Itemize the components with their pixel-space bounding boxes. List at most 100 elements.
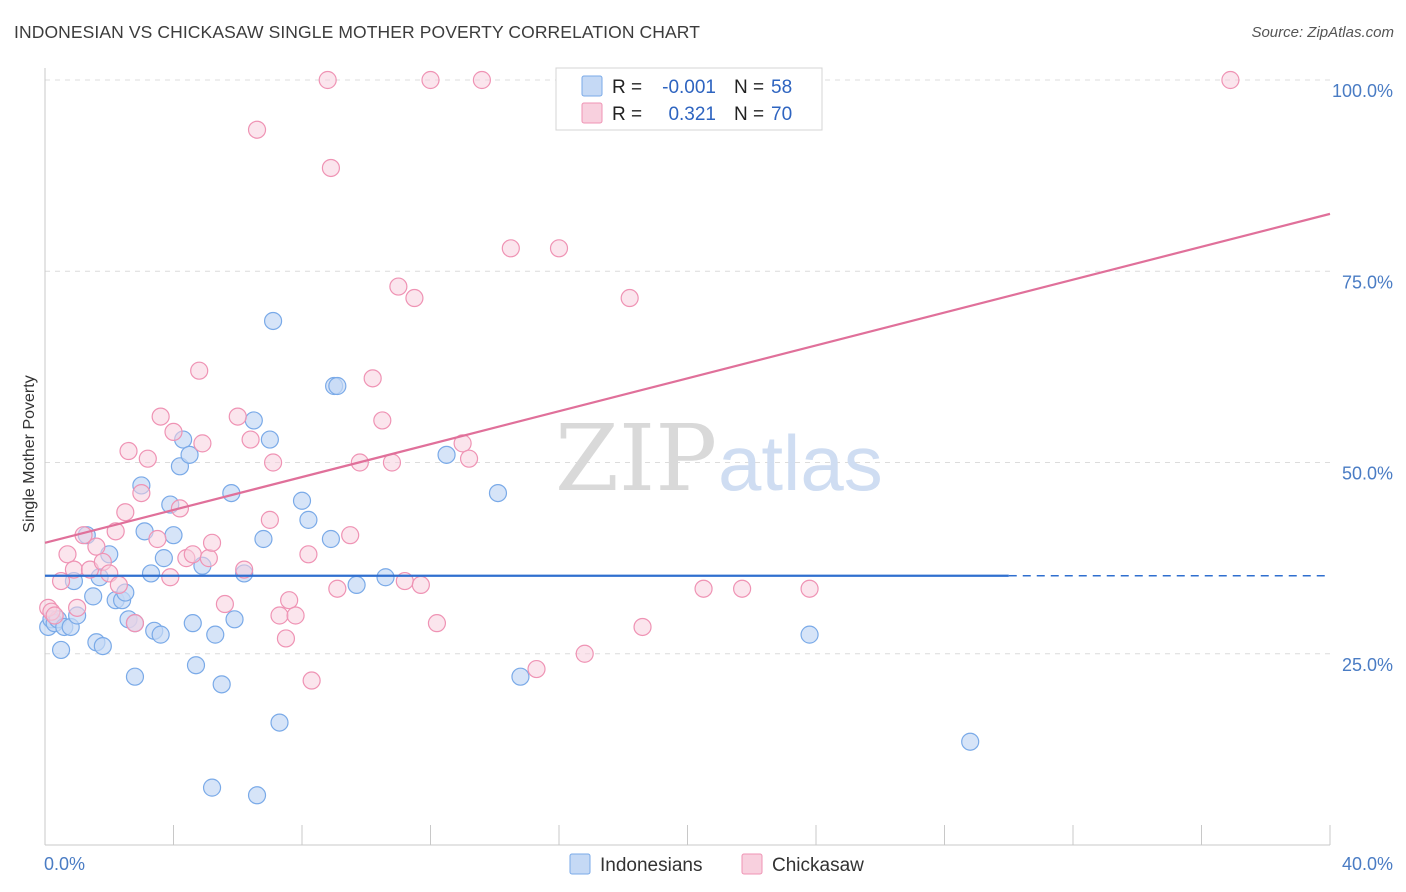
- chickasaw-point: [151, 407, 170, 426]
- indonesians-point: [254, 529, 273, 549]
- chickasaw-point: [501, 239, 520, 258]
- chickasaw-point: [183, 545, 202, 564]
- indonesians-point: [961, 732, 980, 751]
- chickasaw-point: [138, 449, 157, 468]
- chickasaw-point: [148, 529, 167, 549]
- chickasaw-point: [318, 70, 337, 90]
- indonesians-point: [93, 636, 112, 656]
- chickasaw-point: [427, 614, 447, 633]
- chickasaw-point: [286, 606, 305, 625]
- indonesians-point: [125, 667, 145, 686]
- indonesians-point: [84, 587, 103, 606]
- chickasaw-point: [263, 453, 283, 472]
- axes: [44, 68, 1331, 846]
- chickasaw-point: [106, 522, 125, 541]
- indonesians-point: [164, 526, 183, 545]
- chickasaw-point: [132, 484, 151, 503]
- chickasaw-point: [299, 545, 318, 564]
- bottom-legend-label-indonesians: Indonesians: [600, 855, 702, 876]
- chickasaw-point: [1221, 70, 1240, 90]
- legend-r-value-1: 0.321: [668, 104, 716, 125]
- chickasaw-point: [800, 579, 819, 598]
- indonesians-point: [260, 430, 279, 449]
- chickasaw-point: [235, 560, 254, 579]
- chickasaw-point: [45, 606, 64, 625]
- chickasaw-point: [215, 594, 234, 614]
- indonesians-point: [328, 376, 347, 396]
- bottom-legend-swatch-indonesians: [569, 853, 591, 875]
- chickasaw-point: [280, 591, 299, 610]
- chickasaw-trend-line: [44, 212, 1331, 544]
- legend-n-value-1: 70: [771, 104, 792, 125]
- trend-lines: [44, 212, 1331, 577]
- bottom-legend: Indonesians Chickasaw: [569, 853, 864, 876]
- chickasaw-point: [119, 441, 138, 461]
- indonesians-point: [151, 625, 170, 644]
- chickasaw-point: [405, 288, 424, 308]
- chickasaw-point: [694, 579, 713, 598]
- series-chickasaw: [39, 70, 1240, 690]
- chickasaw-point: [193, 434, 212, 453]
- indonesians-point: [247, 786, 267, 805]
- chickasaw-point: [125, 614, 145, 633]
- indonesians-point: [800, 625, 819, 644]
- indonesians-point: [183, 614, 202, 633]
- chickasaw-point: [459, 449, 479, 468]
- chickasaw-point: [260, 510, 279, 529]
- indonesians-point: [186, 656, 206, 675]
- indonesians-point: [511, 667, 530, 686]
- indonesians-point: [225, 610, 244, 629]
- chickasaw-point: [389, 277, 408, 296]
- y-tick-label-75: 75.0%: [1342, 272, 1393, 292]
- chickasaw-point: [363, 369, 382, 388]
- watermark-atlas: atlas: [718, 419, 883, 507]
- indonesians-point: [488, 484, 508, 503]
- indonesians-point: [212, 675, 231, 694]
- indonesians-point: [321, 529, 341, 549]
- y-tick-label-100: 100.0%: [1332, 81, 1393, 101]
- chickasaw-point: [270, 606, 289, 625]
- chickasaw-point: [575, 644, 594, 663]
- legend-r-value-0: -0.001: [662, 77, 716, 98]
- legend-r-label-0: R =: [612, 77, 642, 98]
- legend-n-label-1: N =: [734, 104, 764, 125]
- chickasaw-point: [633, 617, 652, 637]
- chickasaw-point: [109, 575, 128, 595]
- chickasaw-point: [527, 659, 546, 679]
- indonesians-point: [270, 713, 289, 732]
- indonesians-point: [180, 445, 199, 464]
- indonesians-point: [154, 549, 173, 568]
- chickasaw-point: [421, 70, 440, 90]
- indonesians-point: [376, 568, 395, 587]
- watermark: ZIP atlas: [555, 405, 883, 512]
- chickasaw-point: [733, 579, 752, 598]
- chickasaw-point: [241, 430, 260, 449]
- bottom-legend-label-chickasaw: Chickasaw: [772, 855, 864, 876]
- indonesians-point: [347, 575, 366, 595]
- chickasaw-point: [190, 361, 209, 380]
- legend-swatch-chickasaw: [581, 102, 603, 124]
- legend-r-label-1: R =: [612, 104, 642, 125]
- indonesians-point: [244, 411, 263, 430]
- legend: R = -0.001 N = 58 R = 0.321 N = 70: [555, 67, 823, 131]
- indonesians-point: [292, 491, 312, 510]
- chickasaw-point: [328, 579, 347, 598]
- chickasaw-point: [549, 239, 569, 258]
- y-tick-label-25: 25.0%: [1342, 655, 1393, 675]
- chickasaw-point: [472, 70, 491, 90]
- watermark-zip: ZIP: [555, 405, 717, 512]
- x-tick-label-max: 40.0%: [1342, 854, 1393, 874]
- indonesians-point: [206, 625, 225, 644]
- chickasaw-point: [373, 411, 392, 430]
- y-tick-labels: 25.0% 50.0% 75.0% 100.0%: [1332, 81, 1393, 675]
- chickasaw-point: [161, 568, 180, 587]
- x-tick-label-min: 0.0%: [44, 854, 85, 874]
- chickasaw-point: [202, 533, 222, 552]
- y-tick-label-50: 50.0%: [1342, 464, 1393, 484]
- chart-title: INDONESIAN VS CHICKASAW SINGLE MOTHER PO…: [14, 22, 700, 42]
- bottom-legend-swatch-chickasaw: [741, 853, 763, 875]
- chickasaw-point: [341, 526, 360, 545]
- chickasaw-point: [321, 158, 341, 178]
- chickasaw-point: [51, 571, 71, 591]
